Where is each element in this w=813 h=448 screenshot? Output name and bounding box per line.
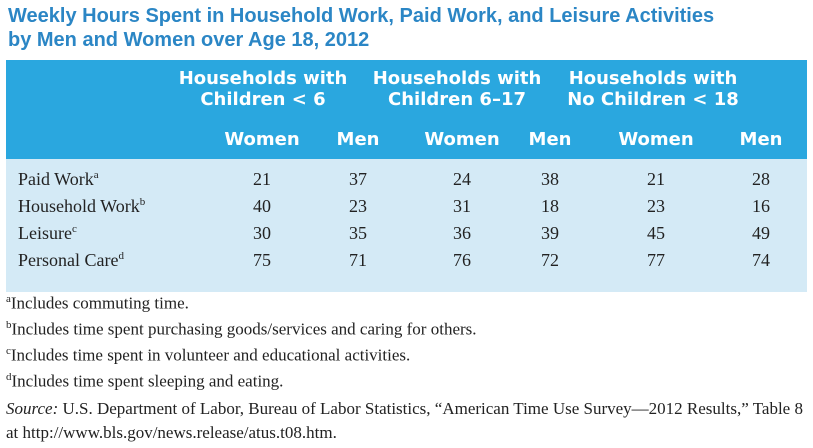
footnote-text: Includes time spent purchasing goods/ser… xyxy=(11,319,477,339)
table-cell: 30 xyxy=(253,223,271,243)
table-title: Weekly Hours Spent in Household Work, Pa… xyxy=(8,4,808,52)
table-row: Paid Worka 21 37 24 38 21 28 xyxy=(6,167,807,194)
row-label-text: Personal Care xyxy=(18,250,119,270)
footnote-mark: c xyxy=(71,223,77,235)
table-cell: 23 xyxy=(647,196,665,216)
footnote-mark: a xyxy=(93,169,99,181)
table-row: Leisurec 30 35 36 39 45 49 xyxy=(6,221,807,248)
group-header-line: Households with xyxy=(568,68,738,89)
subheader-women: Women xyxy=(618,129,694,150)
row-label: Personal Cared xyxy=(18,250,124,271)
table-cell: 21 xyxy=(647,169,665,189)
table-cell: 49 xyxy=(752,223,770,243)
group-header-children-under-6: Households with Children < 6 xyxy=(168,68,358,110)
table-cell: 18 xyxy=(541,196,559,216)
footnote: cIncludes time spent in volunteer and ed… xyxy=(6,345,410,366)
table-body: Paid Worka 21 37 24 38 21 28 Household W… xyxy=(6,159,807,292)
group-header-line: Households with xyxy=(372,68,542,89)
subheader-women: Women xyxy=(424,129,500,150)
table-cell: 23 xyxy=(349,196,367,216)
row-label-text: Household Work xyxy=(18,196,140,216)
table-cell: 28 xyxy=(752,169,770,189)
table-cell: 74 xyxy=(752,250,770,270)
footnote-text: Includes time spent in volunteer and edu… xyxy=(10,345,411,365)
group-header-line: No Children < 18 xyxy=(567,89,739,110)
table-row: Personal Cared 75 71 76 72 77 74 xyxy=(6,248,807,275)
footnote: dIncludes time spent sleeping and eating… xyxy=(6,371,283,392)
table-header: Households with Children < 6 Households … xyxy=(6,60,807,159)
data-table: Households with Children < 6 Households … xyxy=(6,60,807,292)
table-cell: 76 xyxy=(453,250,471,270)
table-cell: 16 xyxy=(752,196,770,216)
group-header-line: Children 6–17 xyxy=(388,89,526,110)
table-cell: 40 xyxy=(253,196,271,216)
table-row: Household Workb 40 23 31 18 23 16 xyxy=(6,194,807,221)
footnote: aIncludes commuting time. xyxy=(6,293,189,314)
group-header-children-6-17: Households with Children 6–17 xyxy=(362,68,552,110)
table-cell: 24 xyxy=(453,169,471,189)
table-cell: 77 xyxy=(647,250,665,270)
subheader-men: Men xyxy=(739,129,783,150)
footnote-mark: d xyxy=(6,371,12,383)
footnote-mark: a xyxy=(6,293,11,305)
footnote-mark: b xyxy=(139,196,146,208)
table-cell: 35 xyxy=(349,223,367,243)
table-cell: 38 xyxy=(541,169,559,189)
source-label: Source: xyxy=(6,399,59,418)
title-line-2: by Men and Women over Age 18, 2012 xyxy=(8,29,370,51)
table-cell: 36 xyxy=(453,223,471,243)
table-cell: 21 xyxy=(253,169,271,189)
footnote-text: Includes commuting time. xyxy=(10,293,189,313)
source-note: Source: U.S. Department of Labor, Bureau… xyxy=(6,397,811,445)
subheader-men: Men xyxy=(336,129,380,150)
table-cell: 72 xyxy=(541,250,559,270)
group-header-line: Children < 6 xyxy=(200,89,326,110)
footnote-mark: c xyxy=(6,345,11,357)
row-label: Household Workb xyxy=(18,196,145,217)
row-label: Leisurec xyxy=(18,223,77,244)
table-cell: 45 xyxy=(647,223,665,243)
row-label-text: Leisure xyxy=(18,223,72,243)
row-label: Paid Worka xyxy=(18,169,99,190)
table-cell: 39 xyxy=(541,223,559,243)
group-header-line: Households with xyxy=(178,68,348,89)
table-cell: 71 xyxy=(349,250,367,270)
source-text: U.S. Department of Labor, Bureau of Labo… xyxy=(6,399,803,442)
subheader-men: Men xyxy=(528,129,572,150)
table-cell: 75 xyxy=(253,250,271,270)
table-cell: 31 xyxy=(453,196,471,216)
footnote-mark: d xyxy=(118,250,124,262)
title-line-1: Weekly Hours Spent in Household Work, Pa… xyxy=(8,5,715,27)
table-cell: 37 xyxy=(349,169,367,189)
footnote: bIncludes time spent purchasing goods/se… xyxy=(6,319,477,340)
subheader-women: Women xyxy=(224,129,300,150)
footnote-text: Includes time spent sleeping and eating. xyxy=(11,371,284,391)
row-label-text: Paid Work xyxy=(18,169,94,189)
group-header-no-children: Households with No Children < 18 xyxy=(558,68,748,110)
footnote-mark: b xyxy=(6,319,12,331)
